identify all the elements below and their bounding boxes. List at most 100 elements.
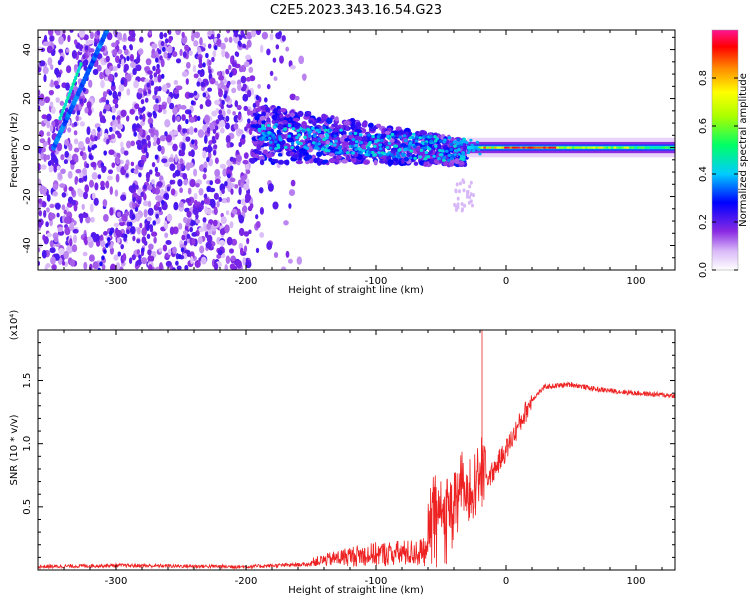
heatmap-cell (107, 169, 114, 175)
heatmap-cell (228, 36, 233, 43)
heatmap-cell (422, 135, 426, 139)
heatmap-cell (223, 10, 227, 15)
snr-y-multiplier: (x10⁴) (9, 310, 20, 341)
heatmap-cell (60, 154, 65, 161)
heatmap-cell (273, 76, 278, 81)
heatmap-cell (172, 51, 178, 58)
heatmap-cell (58, 35, 64, 45)
heatmap-cell (55, 30, 61, 36)
heatmap-cell (54, 157, 59, 165)
heatmap-cell (43, 74, 47, 83)
heatmap-cell (167, 30, 172, 35)
heatmap-cell (355, 140, 359, 144)
heatmap-cell (288, 203, 292, 209)
snr-x-tick-label: -300 (105, 576, 128, 587)
heatmap-cell (137, 107, 142, 113)
heatmap-cell (288, 189, 296, 197)
heatmap-cell (108, 149, 115, 156)
heatmap-cell (150, 231, 158, 237)
heatmap-cell (45, 221, 49, 228)
heatmap-cell (89, 179, 94, 188)
heatmap-cell (367, 150, 372, 155)
heatmap-cell (203, 161, 208, 170)
spectrogram-y-tick-label: 0 (22, 144, 33, 150)
heatmap-cell (295, 160, 303, 165)
heatmap-cell (180, 247, 185, 253)
heatmap-cell (378, 147, 383, 151)
heatmap-cell (50, 152, 55, 158)
spectrogram-frame (37, 29, 676, 271)
heatmap-cell (176, 115, 181, 122)
heatmap-cell (281, 18, 285, 23)
heatmap-cell (50, 256, 56, 265)
snr-frame (37, 329, 676, 571)
heatmap-cell (147, 207, 154, 216)
heatmap-cell (143, 147, 148, 153)
heatmap-cell (203, 193, 208, 199)
heatmap-cell (252, 112, 258, 117)
heatmap-cell (289, 112, 296, 117)
heatmap-cell (97, 174, 102, 180)
heatmap-cell (424, 142, 428, 146)
heatmap-cell (202, 150, 207, 159)
heatmap-cell (386, 134, 390, 139)
heatmap-cell (132, 235, 136, 242)
heatmap-cell (43, 153, 47, 163)
heatmap-cell (199, 104, 204, 110)
heatmap-cell (361, 121, 368, 128)
heatmap-cell (177, 124, 182, 133)
heatmap-cell (173, 130, 179, 136)
heatmap-cell (90, 161, 97, 168)
heatmap-cell (111, 124, 116, 133)
heatmap-cell (61, 109, 65, 114)
heatmap-cell (94, 135, 98, 142)
heatmap-cell (46, 194, 51, 202)
heatmap-cell (218, 239, 226, 246)
heatmap-cell (121, 213, 128, 222)
heatmap-cell (116, 237, 121, 244)
heatmap-cell (317, 137, 322, 141)
heatmap-cell (211, 56, 215, 63)
heatmap-cell (100, 162, 105, 168)
heatmap-cell (143, 184, 147, 190)
heatmap-cell (300, 147, 306, 153)
heatmap-cell (156, 181, 163, 187)
heatmap-cell (220, 42, 226, 51)
heatmap-cell (262, 149, 268, 155)
heatmap-cell (218, 196, 222, 202)
heatmap-cell (357, 150, 362, 154)
heatmap-cell (69, 238, 73, 247)
heatmap-cell (225, 68, 230, 75)
heatmap-cell (375, 123, 382, 128)
heatmap-cell (334, 139, 338, 143)
heatmap-cell (38, 247, 41, 253)
heatmap-cell (387, 141, 392, 145)
heatmap-cell (267, 131, 271, 135)
heatmap-cell (68, 89, 73, 94)
snr-plot-area (38, 330, 675, 570)
heatmap-cell (413, 156, 417, 160)
heatmap-cell (172, 114, 176, 123)
heatmap-cell (290, 179, 296, 187)
heatmap-cell (66, 95, 70, 101)
heatmap-cell (172, 143, 178, 152)
heatmap-cell (243, 105, 248, 112)
heatmap-cell (146, 176, 150, 183)
heatmap-cell (123, 150, 129, 156)
heatmap-cell (328, 128, 333, 132)
heatmap-cell (268, 146, 273, 150)
heatmap-cell (107, 237, 111, 242)
heatmap-cell (173, 80, 179, 85)
heatmap-cell (203, 197, 210, 205)
heatmap-cell (210, 34, 215, 40)
heatmap-cell (218, 109, 223, 115)
heatmap-cell (290, 141, 295, 146)
heatmap-cell (211, 135, 216, 141)
heatmap-cell (63, 250, 69, 260)
heatmap-cell (218, 75, 225, 81)
heatmap-cell (429, 139, 434, 143)
heatmap-cell (40, 164, 47, 170)
heatmap-cell (204, 114, 210, 124)
heatmap-cell (236, 208, 241, 216)
heatmap-cell (266, 84, 271, 90)
